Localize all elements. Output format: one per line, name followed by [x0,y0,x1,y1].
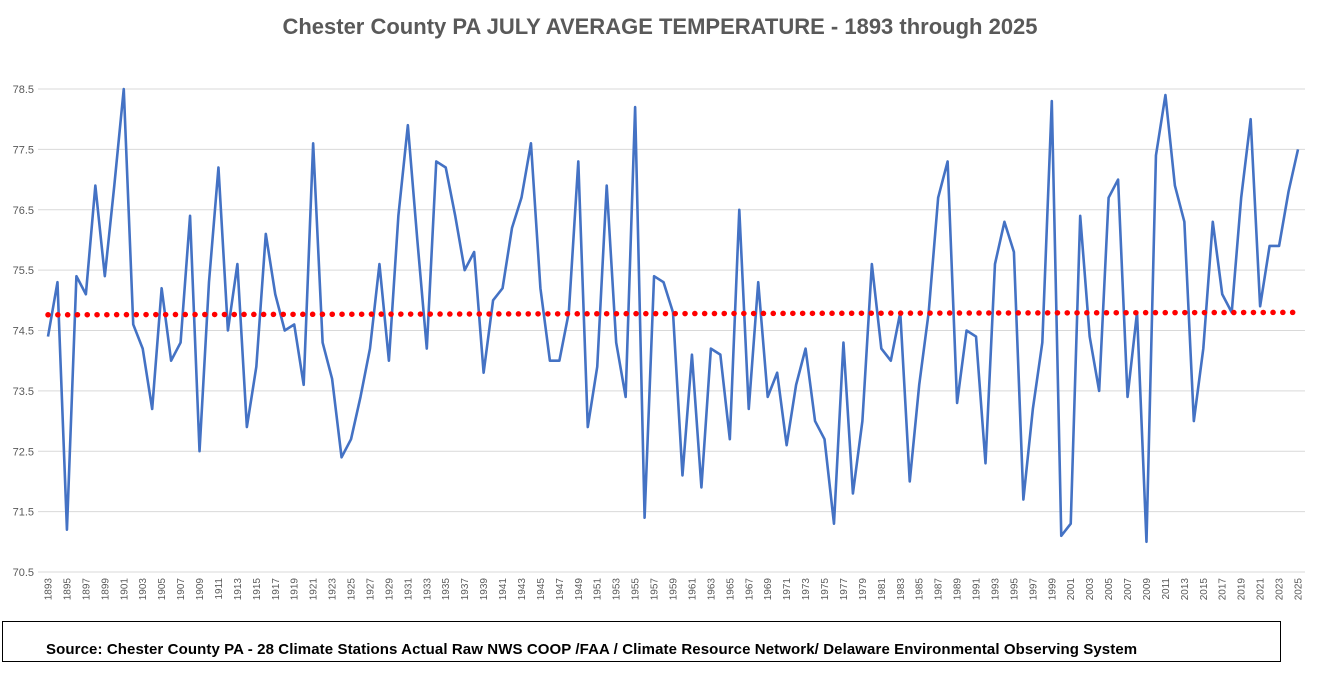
x-tick-label: 1947 [555,578,566,601]
x-tick-label: 2013 [1180,578,1191,601]
y-tick-label: 71.5 [13,507,34,519]
x-tick-label: 1893 [44,578,55,601]
y-axis: 70.5 71.5 72.5 73.5 74.5 75.5 76.5 77.5 78.5 [13,84,34,579]
x-tick-label: 1977 [839,578,850,601]
x-tick-label: 1975 [820,578,831,601]
x-tick-label: 2025 [1294,578,1305,601]
x-tick-label: 1985 [915,578,926,601]
x-tick-label: 1915 [252,578,263,601]
x-tick-label: 1925 [347,578,358,601]
x-tick-label: 1965 [725,578,736,601]
x-tick-label: 1899 [100,578,111,601]
x-tick-label: 1905 [157,578,168,601]
x-axis: 1893 1895 1897 1899 1901 1903 1905 1907 1909 1911… [44,578,1305,601]
x-tick-label: 1927 [365,578,376,601]
x-tick-label: 1957 [650,578,661,601]
x-tick-label: 1969 [763,578,774,601]
source-box [2,621,1281,662]
x-tick-label: 1937 [460,578,471,601]
x-tick-label: 1943 [517,578,528,601]
x-tick-label: 2017 [1218,578,1229,601]
x-tick-label: 1981 [877,578,888,601]
x-tick-label: 1897 [81,578,92,601]
x-tick-label: 1913 [233,578,244,601]
x-tick-label: 1907 [176,578,187,601]
x-tick-label: 1895 [62,578,73,601]
x-tick-label: 1995 [1009,578,1020,601]
x-tick-label: 1931 [403,578,414,601]
y-tick-label: 74.5 [13,326,34,338]
x-tick-label: 1963 [706,578,717,601]
x-tick-label: 1939 [479,578,490,601]
x-tick-label: 1987 [934,578,945,601]
source-note: Source: Chester County PA - 28 Climate S… [46,641,1138,658]
y-tick-label: 75.5 [13,265,34,277]
x-tick-label: 1983 [896,578,907,601]
x-tick-label: 1959 [669,578,680,601]
y-tick-label: 77.5 [13,144,34,156]
x-tick-label: 1993 [990,578,1001,601]
x-tick-label: 2019 [1237,578,1248,601]
x-tick-label: 1991 [972,578,983,601]
x-tick-label: 1951 [593,578,604,601]
gridlines [38,88,1305,573]
x-tick-label: 2007 [1123,578,1134,601]
x-tick-label: 1935 [441,578,452,601]
series-line-trend [45,309,1301,318]
x-tick-label: 1909 [195,578,206,601]
x-tick-label: 2011 [1161,578,1172,600]
x-tick-label: 1971 [782,578,793,601]
x-tick-label: 1997 [1028,578,1039,601]
y-tick-label: 73.5 [13,386,34,398]
x-tick-label: 1979 [858,578,869,601]
x-tick-label: 1917 [271,578,282,601]
x-tick-label: 1945 [536,578,547,601]
x-tick-label: 1955 [631,578,642,601]
y-tick-label: 72.5 [13,446,34,458]
x-tick-label: 1911 [214,578,225,600]
x-tick-label: 2023 [1275,578,1286,601]
x-tick-label: 2015 [1199,578,1210,601]
x-tick-label: 2009 [1142,578,1153,601]
x-tick-label: 1989 [953,578,964,601]
x-tick-label: 1961 [687,578,698,601]
x-tick-label: 1949 [574,578,585,601]
x-tick-label: 1929 [384,578,395,601]
x-tick-label: 1941 [498,578,509,601]
x-tick-label: 1967 [744,578,755,601]
y-tick-label: 78.5 [13,84,34,96]
x-tick-label: 1921 [309,578,320,601]
x-tick-label: 1919 [290,578,301,601]
series-layer [45,87,1301,544]
x-tick-label: 1953 [612,578,623,601]
y-tick-label: 76.5 [13,205,34,217]
y-tick-label: 70.5 [13,567,34,579]
x-tick-label: 2003 [1085,578,1096,601]
line-chart: Chester County PA JULY AVERAGE TEMPERATU… [13,14,1305,601]
x-tick-label: 1999 [1047,578,1058,601]
x-tick-label: 1973 [801,578,812,601]
x-tick-label: 2021 [1256,578,1267,601]
x-tick-label: 1933 [422,578,433,601]
chart-title: Chester County PA JULY AVERAGE TEMPERATU… [282,14,1037,39]
x-tick-label: 1901 [119,578,130,601]
x-tick-label: 1903 [138,578,149,601]
x-tick-label: 2005 [1104,578,1115,601]
x-tick-label: 2001 [1066,578,1077,601]
x-tick-label: 1923 [328,578,339,601]
